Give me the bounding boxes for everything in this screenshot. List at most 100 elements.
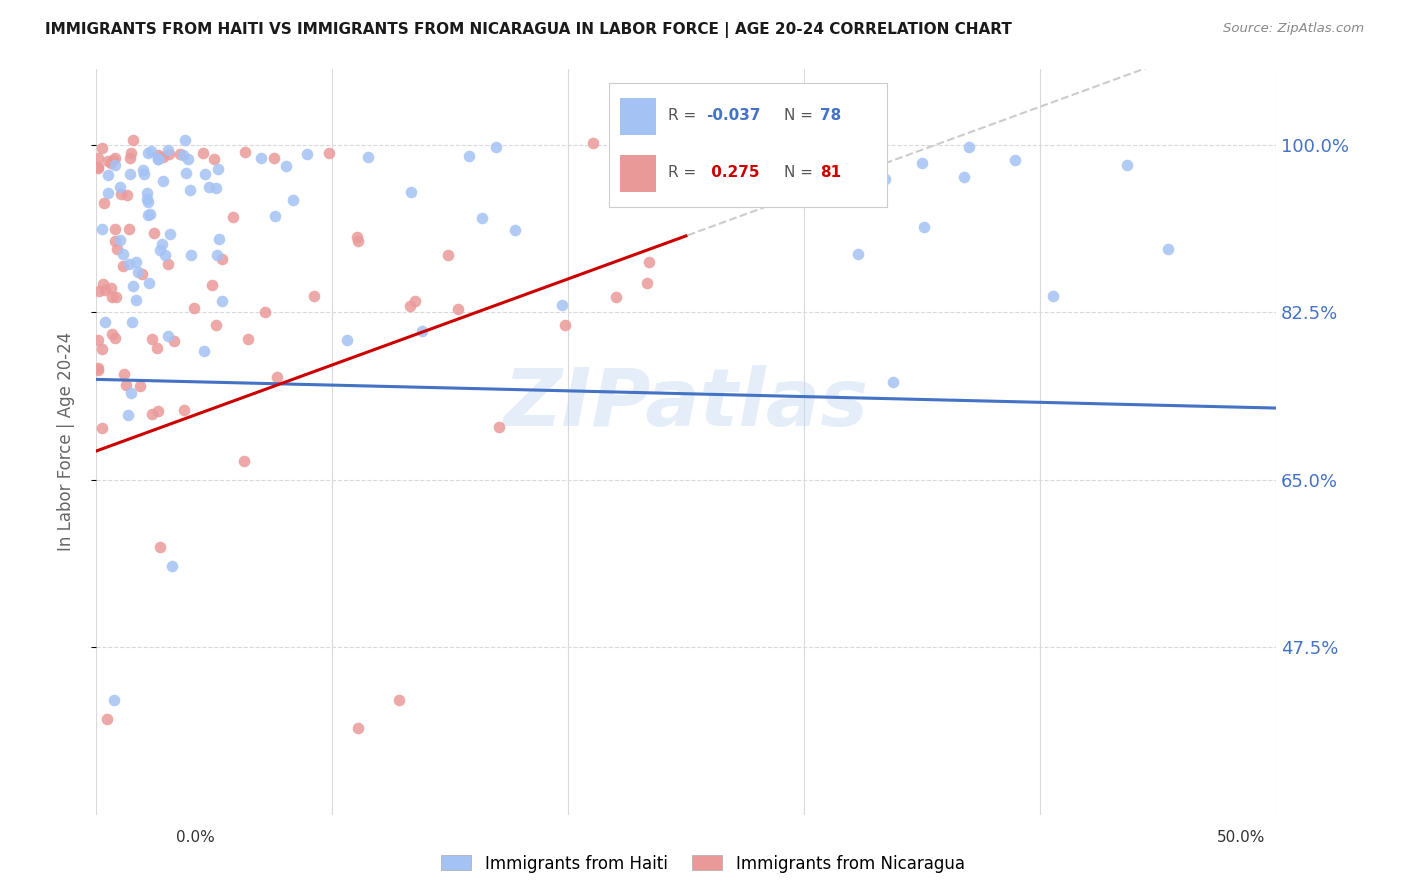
Point <box>232 454 254 468</box>
Point <box>136 186 159 200</box>
Point <box>124 293 146 307</box>
Point <box>607 133 630 147</box>
Point <box>357 150 380 164</box>
Point <box>112 247 135 261</box>
Point <box>179 183 201 197</box>
Point <box>156 329 179 343</box>
Point <box>101 326 124 341</box>
Point <box>174 133 197 147</box>
Point <box>150 237 173 252</box>
Point <box>875 171 897 186</box>
Point <box>138 276 160 290</box>
Point <box>89 284 111 298</box>
Point <box>138 209 160 223</box>
Point <box>160 558 183 573</box>
Point <box>104 234 127 248</box>
Point <box>911 156 934 170</box>
Point <box>336 333 359 347</box>
Point <box>127 265 149 279</box>
Point <box>266 370 288 384</box>
Text: IMMIGRANTS FROM HAITI VS IMMIGRANTS FROM NICARAGUA IN LABOR FORCE | AGE 20-24 CO: IMMIGRANTS FROM HAITI VS IMMIGRANTS FROM… <box>45 22 1012 38</box>
Text: 50.0%: 50.0% <box>1218 830 1265 845</box>
Point <box>254 304 277 318</box>
Point <box>957 140 980 154</box>
Point <box>1004 153 1026 167</box>
Point <box>132 167 155 181</box>
Point <box>110 234 132 248</box>
Point <box>404 294 426 309</box>
Point <box>304 289 326 303</box>
Point <box>263 151 285 165</box>
Point <box>200 277 222 292</box>
Point <box>281 194 304 208</box>
Point <box>138 145 160 160</box>
Point <box>93 283 115 297</box>
Point <box>103 693 125 707</box>
Point <box>174 165 197 179</box>
Point <box>347 722 370 736</box>
Point <box>149 540 172 554</box>
Point <box>1042 289 1064 303</box>
Point <box>205 248 228 262</box>
Point <box>458 149 481 163</box>
Point <box>211 252 233 266</box>
Point <box>125 255 148 269</box>
Point <box>638 255 661 269</box>
Point <box>297 147 319 161</box>
Point <box>153 248 176 262</box>
Point <box>120 151 142 165</box>
Point <box>93 195 115 210</box>
Point <box>112 367 135 381</box>
Y-axis label: In Labor Force | Age 20-24: In Labor Force | Age 20-24 <box>58 332 75 551</box>
Point <box>157 146 180 161</box>
Point <box>138 207 160 221</box>
Point <box>172 147 194 161</box>
Point <box>488 419 510 434</box>
Point <box>163 334 186 349</box>
Point <box>87 363 110 377</box>
Point <box>146 341 169 355</box>
Point <box>128 379 150 393</box>
Point <box>882 376 904 390</box>
Point <box>135 192 157 206</box>
Point <box>860 155 883 169</box>
Point <box>94 316 117 330</box>
Point <box>97 154 120 169</box>
Point <box>105 242 128 256</box>
Point <box>139 144 162 158</box>
Point <box>104 331 127 345</box>
Point <box>1116 158 1139 172</box>
Point <box>222 210 245 224</box>
Point <box>152 174 174 188</box>
Point <box>148 148 170 162</box>
Point <box>115 377 138 392</box>
Point <box>194 167 217 181</box>
Point <box>551 298 574 312</box>
Point <box>149 243 172 257</box>
Point <box>582 136 605 150</box>
Point <box>110 180 132 194</box>
Legend: Immigrants from Haiti, Immigrants from Nicaragua: Immigrants from Haiti, Immigrants from N… <box>434 848 972 880</box>
Point <box>205 180 228 194</box>
Point <box>91 141 114 155</box>
Point <box>146 153 169 167</box>
Point <box>152 151 174 165</box>
Point <box>238 332 260 346</box>
Point <box>122 133 145 147</box>
Text: 0.0%: 0.0% <box>176 830 215 845</box>
Point <box>120 386 142 401</box>
Point <box>156 257 179 271</box>
Point <box>233 145 256 160</box>
Point <box>207 161 229 176</box>
Point <box>193 344 215 359</box>
Point <box>104 158 127 172</box>
Point <box>87 161 110 175</box>
Point <box>263 209 285 223</box>
Point <box>846 246 869 260</box>
Point <box>131 268 153 282</box>
Point <box>90 222 112 236</box>
Point <box>120 167 142 181</box>
Point <box>96 712 118 726</box>
Point <box>274 159 297 173</box>
Point <box>146 403 169 417</box>
